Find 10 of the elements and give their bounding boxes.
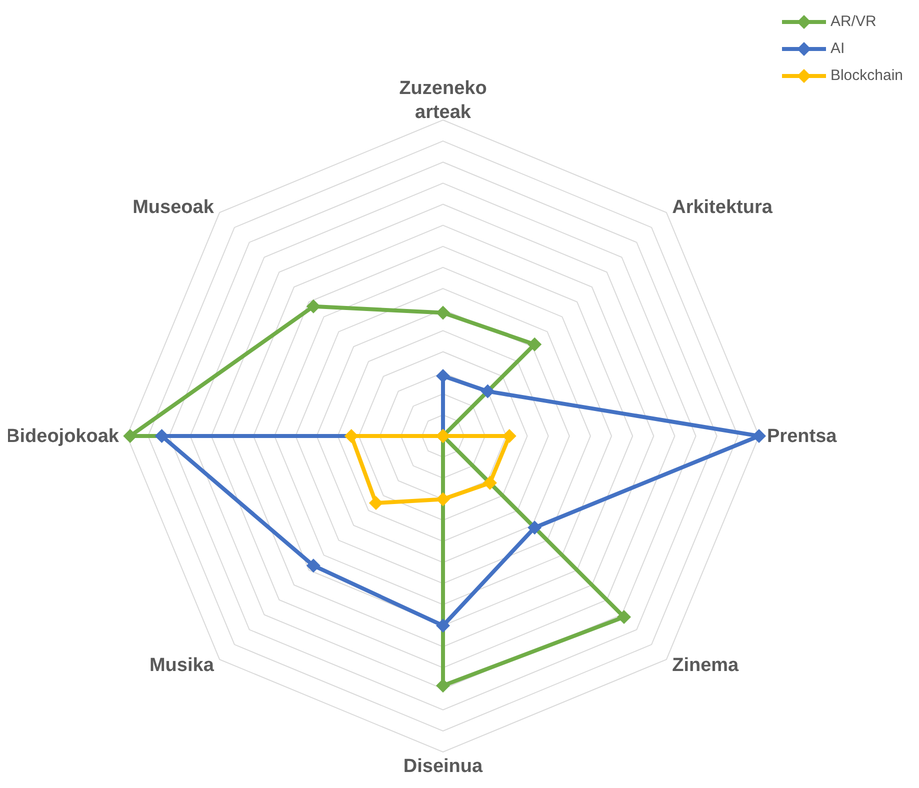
spoke-label: Zinema (672, 654, 740, 676)
legend-label: Blockchain (830, 67, 903, 84)
spoke-label: Diseinua (403, 756, 484, 776)
legend-label: AI (830, 40, 845, 57)
legend-label: AR/VR (830, 13, 876, 30)
spoke-label: Museoak (132, 196, 214, 218)
spoke-label: Arkitektura (672, 196, 773, 218)
spoke-label: Prentsa (767, 426, 838, 446)
spoke-label: Musika (149, 654, 214, 676)
spoke-label: Zuzeneko arteak (399, 78, 487, 122)
